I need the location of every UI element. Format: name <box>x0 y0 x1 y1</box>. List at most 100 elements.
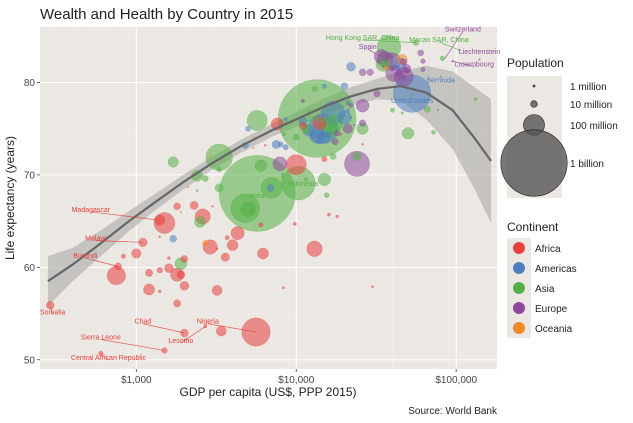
country-bubble: Zambia <box>220 252 230 262</box>
country-bubble: Cote d'Ivoire <box>216 325 227 337</box>
country-bubble: Vietnam <box>246 110 268 131</box>
country-bubble: Algeria <box>312 116 327 130</box>
population-legend: Population 1 million 10 million 100 millio… <box>500 56 618 198</box>
country-bubble: Ghana <box>226 239 239 251</box>
continent-key-label: Europe <box>535 304 568 315</box>
country-label: Burundi <box>73 253 98 260</box>
country-bubble: Denmark <box>400 74 407 80</box>
chart-title: Wealth and Health by Country in 2015 <box>40 6 293 23</box>
country-bubble: Dominican Republic <box>316 137 324 145</box>
fit-line-path <box>47 85 492 283</box>
country-label: Brazil <box>314 132 332 139</box>
country-bubble: Tunisia <box>299 122 307 130</box>
country-bubble: Swaziland <box>281 286 285 290</box>
country-bubble: Bulgaria <box>334 130 341 137</box>
annotation-leader <box>362 39 416 44</box>
smooth-fit-line <box>47 85 492 283</box>
country-bubble: Liberia <box>120 253 126 259</box>
country-bubble: Seychelles <box>361 143 364 146</box>
country-bubble: Croatia <box>348 103 354 108</box>
population-legend-entries: 1 million 10 million 100 million 1 billion <box>500 82 618 197</box>
country-bubble: Mauritania <box>224 235 230 241</box>
continent-key-dot <box>513 262 525 274</box>
country-bubble: Bahrain <box>400 111 404 115</box>
country-bubble: Singapore <box>439 55 446 62</box>
y-tick-label: 70 <box>24 170 36 181</box>
annotation-leader <box>207 323 257 333</box>
country-bubble: South Africa <box>306 240 323 257</box>
country-label: Macao SAR, China <box>409 37 469 44</box>
country-bubble: Armenia <box>282 132 287 137</box>
continent-key-label: Asia <box>535 284 555 295</box>
country-bubble: Gabon <box>335 214 339 219</box>
y-tick-label: 60 <box>24 263 36 274</box>
country-bubble: Austria <box>403 67 410 74</box>
y-tick-label: 50 <box>24 355 36 366</box>
country-bubble: Antigua and Barbuda <box>349 116 353 119</box>
country-bubble: Costa Rica <box>321 83 327 89</box>
continent-key-label: Africa <box>535 244 561 255</box>
continent-key-dot <box>513 242 525 254</box>
country-bubble: Saudi Arabia <box>401 127 415 140</box>
country-bubble: Argentina <box>337 110 352 125</box>
country-bubble: Sao Tome and Principe <box>211 205 214 208</box>
y-tick-label: 80 <box>24 78 36 89</box>
country-bubble: Russia <box>344 150 370 177</box>
country-bubble: Rwanda <box>173 202 181 210</box>
y-axis-ticks: 50 60 70 80 <box>24 78 40 366</box>
country-bubble: Maldives <box>307 108 311 112</box>
country-bubble: Cabo Verde <box>264 144 267 147</box>
population-legend-title: Population <box>507 56 564 70</box>
country-bubble: Mali <box>179 281 190 291</box>
x-axis-title: GDP per capita (US$, PPP 2015) <box>180 385 357 399</box>
country-bubble: Zimbabwe <box>176 270 186 279</box>
country-bubble: Laos <box>249 207 256 214</box>
continent-key-dot <box>513 302 525 314</box>
country-bubble: Iceland <box>401 58 404 61</box>
country-label: Liechtenstein <box>459 49 500 56</box>
country-bubble: Somalia <box>46 301 55 310</box>
country-bubble: Tonga <box>252 146 255 150</box>
country-bubble: Burkina Faso <box>164 263 174 273</box>
annotation-leader <box>96 240 143 243</box>
x-tick-label: $10,000 <box>278 375 315 386</box>
country-bubble: Guinea-Bissau <box>158 289 162 294</box>
country-bubble: Yemen <box>194 216 206 228</box>
country-bubble: Belize <box>281 172 284 176</box>
country-label: Nigeria <box>197 319 219 326</box>
country-bubble: Botswana <box>327 212 331 217</box>
country-bubble: Madagascar <box>154 214 166 226</box>
continent-legend-title: Continent <box>507 220 559 234</box>
x-tick-label: $100,000 <box>435 375 477 386</box>
country-bubble: Comoros <box>158 235 161 239</box>
country-bubble: Jamaica <box>283 117 288 122</box>
country-bubble: Poland <box>355 98 370 113</box>
country-bubble: Mongolia <box>303 177 308 182</box>
confidence-band-area <box>47 65 492 307</box>
country-label: Luxembourg <box>455 62 494 69</box>
country-bubble: Switzerland <box>417 49 424 57</box>
country-bubble: Ukraine <box>272 156 288 172</box>
country-bubble: Cuba <box>340 82 349 90</box>
country-label: Switzerland <box>445 27 481 34</box>
country-bubble: Benin <box>180 255 189 263</box>
y-axis-title: Life expectancy (years) <box>3 136 17 260</box>
country-bubble: Norway <box>420 58 426 64</box>
annotation-leader <box>100 339 165 351</box>
country-bubble: Uruguay <box>345 108 350 113</box>
country-bubble: Uzbekistan <box>254 159 267 172</box>
country-bubble: Oman <box>390 107 395 113</box>
country-bubble: Solomon Islands <box>186 185 190 189</box>
country-bubble: Bhutan <box>281 175 284 178</box>
country-bubble: Paraguay <box>282 144 289 151</box>
country-bubble: Belgium <box>395 69 403 77</box>
country-bubble: Timor-Leste <box>195 189 199 192</box>
country-bubble: Romania <box>342 123 353 134</box>
annotation-leader <box>180 326 206 344</box>
annotation-leader <box>438 41 460 51</box>
country-bubble: Bolivia <box>266 184 275 192</box>
country-label: Bermuda <box>426 77 455 84</box>
smooth-confidence-band <box>47 65 492 307</box>
country-bubble: Malta <box>382 65 385 68</box>
continent-legend: Continent Africa Americas Asia Europe Oceani… <box>507 220 577 338</box>
